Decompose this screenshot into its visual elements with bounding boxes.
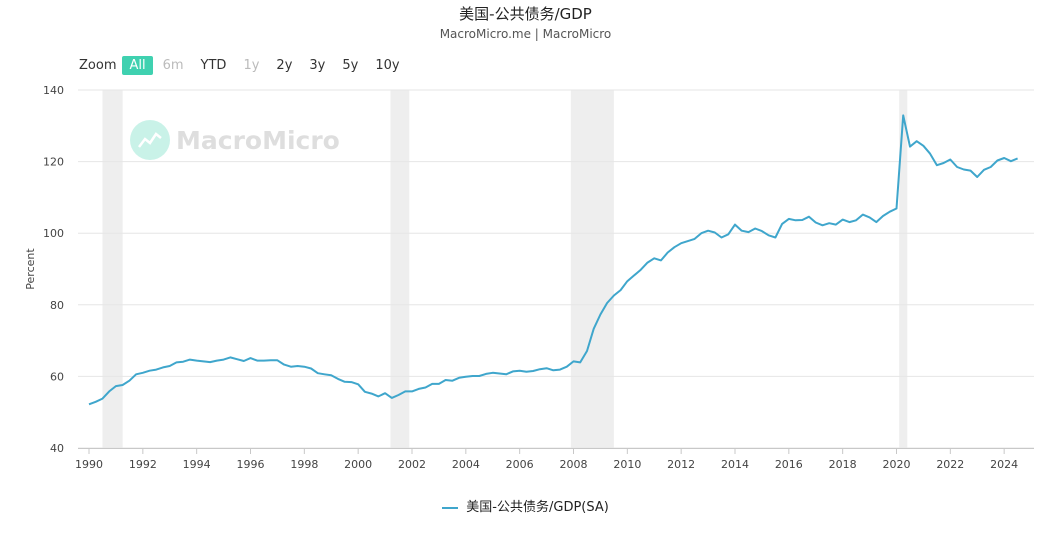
zoom-button-3y[interactable]: 3y (309, 57, 326, 73)
legend[interactable]: 美国-公共债务/GDP(SA) (0, 496, 1051, 515)
x-tick-label: 1990 (75, 458, 103, 471)
x-tick-label: 2016 (775, 458, 803, 471)
x-tick-label: 1992 (129, 458, 157, 471)
zoom-button-all[interactable]: All (122, 55, 153, 75)
x-tick-label: 2024 (990, 458, 1018, 471)
recession-band (899, 90, 908, 448)
zoom-button-6m[interactable]: 6m (162, 57, 184, 73)
y-tick-label: 80 (50, 299, 64, 312)
recession-band (390, 90, 410, 448)
x-tick-label: 2014 (721, 458, 749, 471)
zoom-button-1y[interactable]: 1y (243, 57, 260, 73)
recession-band (570, 90, 614, 448)
y-tick-label: 120 (43, 156, 64, 169)
y-tick-label: 100 (43, 227, 64, 240)
zoom-button-10y[interactable]: 10y (375, 57, 400, 73)
chart-logo-icon (130, 120, 170, 160)
series-line (88, 114, 1018, 406)
x-tick-label: 2002 (398, 458, 426, 471)
x-tick-label: 1994 (183, 458, 211, 471)
watermark-text: MacroMicro (176, 125, 340, 155)
zoom-button-ytd[interactable]: YTD (200, 57, 227, 73)
zoom-toolbar: Zoom All 6m YTD 1y 2y 3y 5y 10y (79, 54, 410, 76)
y-tick-label: 140 (43, 84, 64, 97)
chart-title: 美国-公共债务/GDP (459, 5, 592, 23)
x-tick-label: 1998 (290, 458, 318, 471)
x-tick-label: 2010 (613, 458, 641, 471)
x-tick-label: 1996 (236, 458, 264, 471)
recession-band (102, 90, 123, 448)
x-tick-label: 2004 (452, 458, 480, 471)
legend-swatch (442, 506, 459, 509)
x-tick-label: 2008 (559, 458, 587, 471)
x-tick-label: 2022 (936, 458, 964, 471)
x-tick-label: 2000 (344, 458, 372, 471)
x-tick-label: 2006 (506, 458, 534, 471)
chart-subtitle: MacroMicro.me | MacroMicro (439, 27, 612, 41)
zoom-label: Zoom (79, 57, 117, 73)
x-tick-label: 2020 (882, 458, 910, 471)
legend-label: 美国-公共债务/GDP(SA) (466, 500, 609, 515)
x-tick-label: 2018 (829, 458, 857, 471)
x-tick-label: 2012 (667, 458, 695, 471)
watermark: MacroMicro (130, 120, 340, 160)
zoom-button-2y[interactable]: 2y (276, 57, 293, 73)
y-tick-label: 40 (50, 442, 64, 455)
y-tick-label: 60 (50, 370, 64, 383)
y-axis-title: Percent (24, 248, 37, 290)
zoom-button-5y[interactable]: 5y (342, 57, 359, 73)
